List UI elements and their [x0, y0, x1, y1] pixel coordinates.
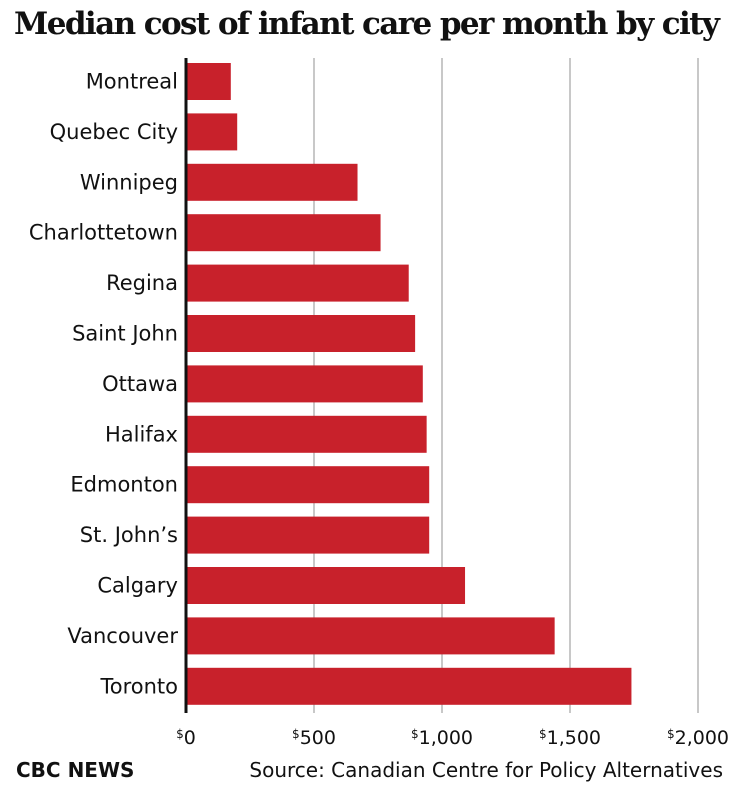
bar-9 — [186, 516, 430, 554]
bar-5 — [186, 315, 416, 352]
x-tick-label-4: $2,000 — [667, 727, 729, 749]
category-label-12: Toronto — [99, 674, 178, 698]
category-label-11: Vancouver — [67, 624, 178, 648]
category-label-5: Saint John — [72, 322, 178, 346]
category-label-6: Ottawa — [102, 372, 178, 396]
bars — [186, 63, 632, 705]
bar-4 — [186, 264, 409, 302]
bar-10 — [186, 567, 466, 604]
bar-0 — [186, 63, 231, 100]
category-label-0: Montreal — [86, 70, 178, 94]
x-tick-label-2: $1,000 — [411, 727, 473, 749]
bar-2 — [186, 163, 358, 201]
category-label-8: Edmonton — [70, 473, 178, 497]
category-label-9: St. John’s — [80, 523, 178, 547]
bar-8 — [186, 466, 430, 504]
bar-11 — [186, 617, 555, 655]
x-tick-label-0: $0 — [176, 727, 196, 749]
bar-12 — [186, 667, 632, 705]
brand-logo-text: CBC NEWS — [16, 758, 135, 782]
source-note: Source: Canadian Centre for Policy Alter… — [249, 758, 723, 782]
bar-1 — [186, 113, 238, 151]
category-label-3: Charlottetown — [29, 221, 178, 245]
bar-6 — [186, 365, 423, 403]
category-labels: Montreal Quebec City Winnipeg Charlottetown… — [29, 70, 178, 699]
bar-7 — [186, 415, 427, 453]
bar-chart: Montreal Quebec City Winnipeg Charlottetown… — [29, 58, 729, 749]
category-label-10: Calgary — [97, 574, 178, 598]
category-label-1: Quebec City — [50, 120, 178, 144]
chart-title: Median cost of infant care per month by … — [14, 6, 720, 42]
x-tick-label-1: $500 — [292, 727, 336, 749]
category-label-2: Winnipeg — [80, 170, 178, 194]
category-label-4: Regina — [106, 271, 178, 295]
x-tick-label-3: $1,500 — [539, 727, 601, 749]
category-label-7: Halifax — [105, 422, 178, 446]
bar-3 — [186, 214, 381, 252]
x-tick-labels: $0 $500 $1,000 $1,500 $2,000 — [176, 727, 729, 749]
